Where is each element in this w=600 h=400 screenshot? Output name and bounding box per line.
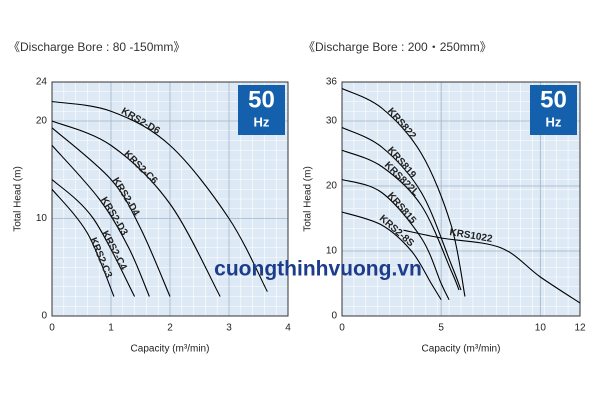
x-tick-label: 0 [339, 323, 345, 334]
y-tick-label: 24 [36, 77, 48, 88]
curve [51, 127, 171, 297]
x-tick-label: 1 [108, 323, 114, 334]
y-tick-label: 10 [36, 213, 48, 224]
plot-frame [341, 81, 581, 317]
y-axis-label: Total Head (m) [13, 166, 24, 232]
y-tick-label: 30 [326, 116, 338, 127]
watermark: cuongthinhvuong.vn [214, 258, 422, 281]
curve [51, 120, 221, 297]
y-tick-label: 0 [331, 311, 337, 322]
x-tick-label: 2 [167, 323, 173, 334]
subtitle: 《Discharge Bore : 80 -150mm》 [8, 40, 185, 54]
badge-value: 50 [540, 86, 567, 113]
x-tick-label: 5 [438, 323, 444, 334]
curve [341, 178, 450, 300]
curve [51, 100, 268, 292]
subtitle: 《Discharge Bore : 200・250mm》 [303, 40, 492, 54]
y-tick-label: 36 [326, 77, 338, 88]
badge-unit: Hz [546, 114, 562, 129]
plot-frame [51, 81, 289, 317]
curve [341, 149, 460, 291]
curve [341, 127, 462, 291]
x-tick-label: 10 [535, 323, 547, 334]
curve [341, 88, 466, 297]
badge-box [530, 85, 577, 135]
badge-unit: Hz [254, 114, 270, 129]
y-axis-label: Total Head (m) [303, 166, 314, 232]
x-axis-label: Capacity (m³/min) [131, 344, 210, 355]
curve [51, 179, 136, 297]
y-tick-label: 20 [326, 181, 338, 192]
x-axis-label: Capacity (m³/min) [422, 344, 501, 355]
curve [403, 229, 581, 304]
y-tick-label: 10 [326, 246, 338, 257]
x-tick-label: 3 [226, 323, 232, 334]
curve [341, 211, 442, 301]
y-tick-label: 0 [41, 311, 47, 322]
y-tick-label: 20 [36, 116, 48, 127]
badge-box [238, 85, 285, 135]
curve [51, 145, 150, 297]
x-tick-label: 12 [574, 323, 586, 334]
badge-value: 50 [248, 86, 275, 113]
curve [51, 188, 115, 297]
x-tick-label: 0 [49, 323, 55, 334]
x-tick-label: 4 [285, 323, 291, 334]
